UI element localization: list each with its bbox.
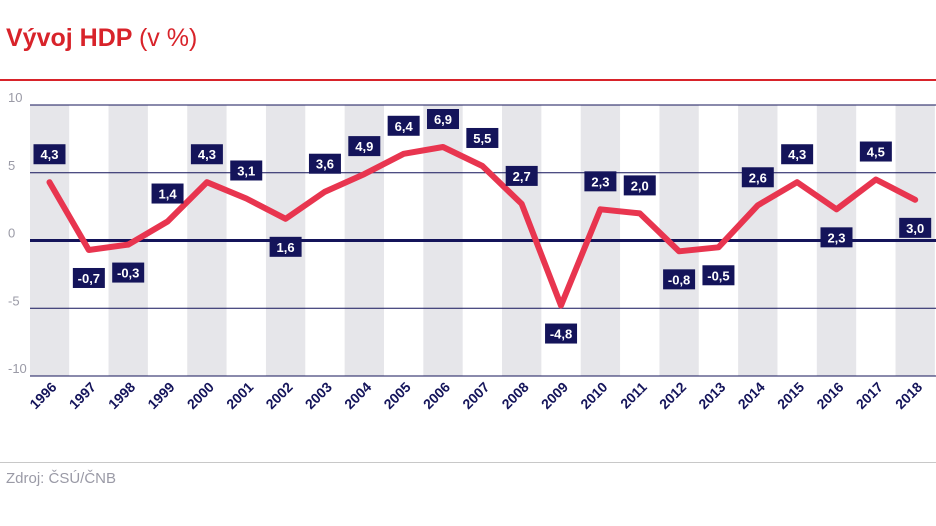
data-label-box: [820, 227, 853, 248]
data-label: -4,8: [550, 327, 572, 342]
data-label: -0,3: [117, 266, 139, 281]
x-tick-label: 2015: [774, 379, 807, 412]
x-tick-label: 2012: [656, 379, 689, 412]
data-label-box: [269, 236, 302, 257]
data-label: 3,1: [237, 163, 255, 178]
data-label: 4,9: [355, 139, 373, 154]
data-label-box: [427, 109, 459, 130]
data-label: 1,4: [159, 187, 178, 202]
data-label: 5,5: [473, 131, 491, 146]
data-label-box: [387, 115, 420, 136]
data-label-box: [72, 267, 105, 288]
x-tick-label: 2000: [184, 379, 217, 412]
data-label-box: [190, 144, 223, 165]
header-divider: [0, 79, 936, 81]
x-tick-label: 2013: [695, 379, 728, 412]
data-label: 2,3: [591, 174, 609, 189]
data-label: 4,3: [788, 147, 806, 162]
data-label: 2,6: [749, 170, 767, 185]
data-label: 1,6: [277, 240, 295, 255]
x-tick-label: 1999: [144, 379, 177, 412]
x-tick-label: 2002: [262, 379, 295, 412]
chart-title-unit: (v %): [138, 24, 198, 52]
y-tick-label: 10: [8, 90, 22, 105]
data-label-box: [663, 269, 696, 290]
y-tick-label: 0: [8, 226, 15, 241]
x-tick-label: 2008: [498, 379, 531, 412]
data-label-box: [781, 144, 814, 165]
data-label: 6,9: [434, 112, 452, 127]
x-tick-label: 2004: [341, 379, 374, 412]
x-tick-label: 2003: [302, 379, 335, 412]
x-tick-label: 2007: [459, 379, 492, 412]
data-label-box: [112, 262, 145, 283]
x-tick-label: 2010: [577, 379, 610, 412]
x-tick-label: 2009: [538, 379, 571, 412]
data-label-box: [702, 265, 735, 286]
data-label: 4,3: [198, 147, 216, 162]
source-note: Zdroj: ČSÚ/ČNB: [6, 470, 117, 487]
x-tick-label: 2006: [420, 379, 453, 412]
data-label: 2,0: [631, 178, 649, 193]
chart-title-text: Vývoj HDP: [6, 24, 132, 52]
data-label-box: [741, 167, 774, 188]
x-tick-label: 2001: [223, 379, 256, 412]
data-label-box: [505, 165, 538, 186]
data-label: -0,5: [707, 268, 729, 283]
data-label-box: [466, 127, 499, 148]
data-label-box: [151, 183, 184, 204]
x-tick-label: 2005: [380, 379, 413, 412]
data-label: 4,5: [867, 145, 885, 160]
data-label-box: [33, 144, 66, 165]
gdp-line-chart: 10 5 0 -5 -10 4,3 -0,7 -0,3 1,4 4,3 3,1 1,6 3,6 4,9 6,…: [8, 90, 936, 412]
footer-divider: [0, 462, 936, 463]
x-tick-label: 2018: [892, 379, 925, 412]
x-tick-label: 1997: [66, 379, 99, 412]
data-label-box: [899, 217, 932, 238]
data-label: 6,4: [395, 119, 414, 134]
x-tick-label: 1996: [26, 379, 59, 412]
data-label-box: [308, 153, 341, 174]
data-label: 4,3: [40, 147, 58, 162]
data-label-box: [584, 171, 617, 192]
data-label-box: [348, 136, 381, 157]
x-tick-label: 2011: [617, 379, 650, 412]
y-tick-label: -10: [8, 361, 27, 376]
data-label-box: [230, 160, 263, 181]
data-label-box: [545, 323, 578, 344]
x-tick-label: 2014: [735, 379, 768, 412]
data-label-box: [859, 141, 892, 162]
data-label: 2,3: [827, 230, 845, 245]
data-label: 2,7: [513, 169, 531, 184]
data-label: 3,6: [316, 157, 334, 172]
x-tick-label: 2017: [853, 379, 886, 412]
y-tick-label: 5: [8, 158, 15, 173]
x-tick-label: 2016: [813, 379, 846, 412]
data-label: 3,0: [906, 221, 924, 236]
data-label: -0,7: [78, 271, 100, 286]
x-tick-label: 1998: [105, 379, 138, 412]
data-label: -0,8: [668, 272, 690, 287]
y-tick-label: -5: [8, 293, 20, 308]
chart-title: Vývoj HDP (v %): [6, 24, 197, 53]
gdp-series-line: [46, 144, 919, 309]
data-label-box: [623, 175, 656, 196]
